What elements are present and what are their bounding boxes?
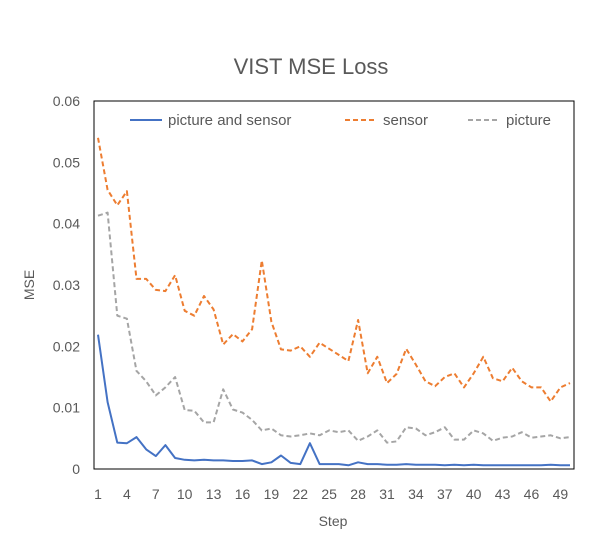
y-tick-label: 0.05 xyxy=(53,154,80,170)
y-tick-label: 0.04 xyxy=(53,216,80,232)
y-tick-label: 0.01 xyxy=(53,400,80,416)
y-tick-label: 0.06 xyxy=(53,93,80,109)
legend-label: picture xyxy=(506,112,551,129)
x-tick-label: 1 xyxy=(94,486,102,502)
x-tick-label: 16 xyxy=(235,486,251,502)
legend: picture and sensor sensor picture xyxy=(130,112,551,129)
series-line-picture-and-sensor xyxy=(97,334,570,467)
x-axis-label: Step xyxy=(319,513,348,529)
legend-label: picture and sensor xyxy=(168,112,291,129)
x-tick-label: 31 xyxy=(379,486,395,502)
x-tick-label: 25 xyxy=(321,486,337,502)
x-tick-label: 10 xyxy=(177,486,193,502)
x-tick-label: 49 xyxy=(553,486,569,502)
x-tick-label: 46 xyxy=(524,486,540,502)
x-tick-label: 28 xyxy=(350,486,366,502)
y-axis-label: MSE xyxy=(21,270,37,300)
series-line-sensor xyxy=(97,137,571,403)
x-tick-label: 43 xyxy=(495,486,511,502)
x-tick-label: 22 xyxy=(292,486,308,502)
chart-title: VIST MSE Loss xyxy=(234,54,389,79)
x-tick-label: 40 xyxy=(466,486,482,502)
x-tick-label: 4 xyxy=(123,486,131,502)
x-tick-label: 7 xyxy=(152,486,160,502)
x-tick-label: 13 xyxy=(206,486,222,502)
x-tick-label: 37 xyxy=(437,486,453,502)
series-line-picture xyxy=(97,211,571,444)
y-tick-label: 0.02 xyxy=(53,338,80,354)
y-tick-label: 0.03 xyxy=(53,277,80,293)
x-tick-label: 19 xyxy=(264,486,280,502)
plot-area: 0 0.01 0.02 0.03 0.04 0.05 0.06 1 4 7 10 13 16 19 22 25… xyxy=(53,93,575,502)
legend-label: sensor xyxy=(383,112,428,129)
plot-border xyxy=(93,100,575,470)
y-tick-label: 0 xyxy=(72,461,80,477)
x-tick-label: 34 xyxy=(408,486,424,502)
